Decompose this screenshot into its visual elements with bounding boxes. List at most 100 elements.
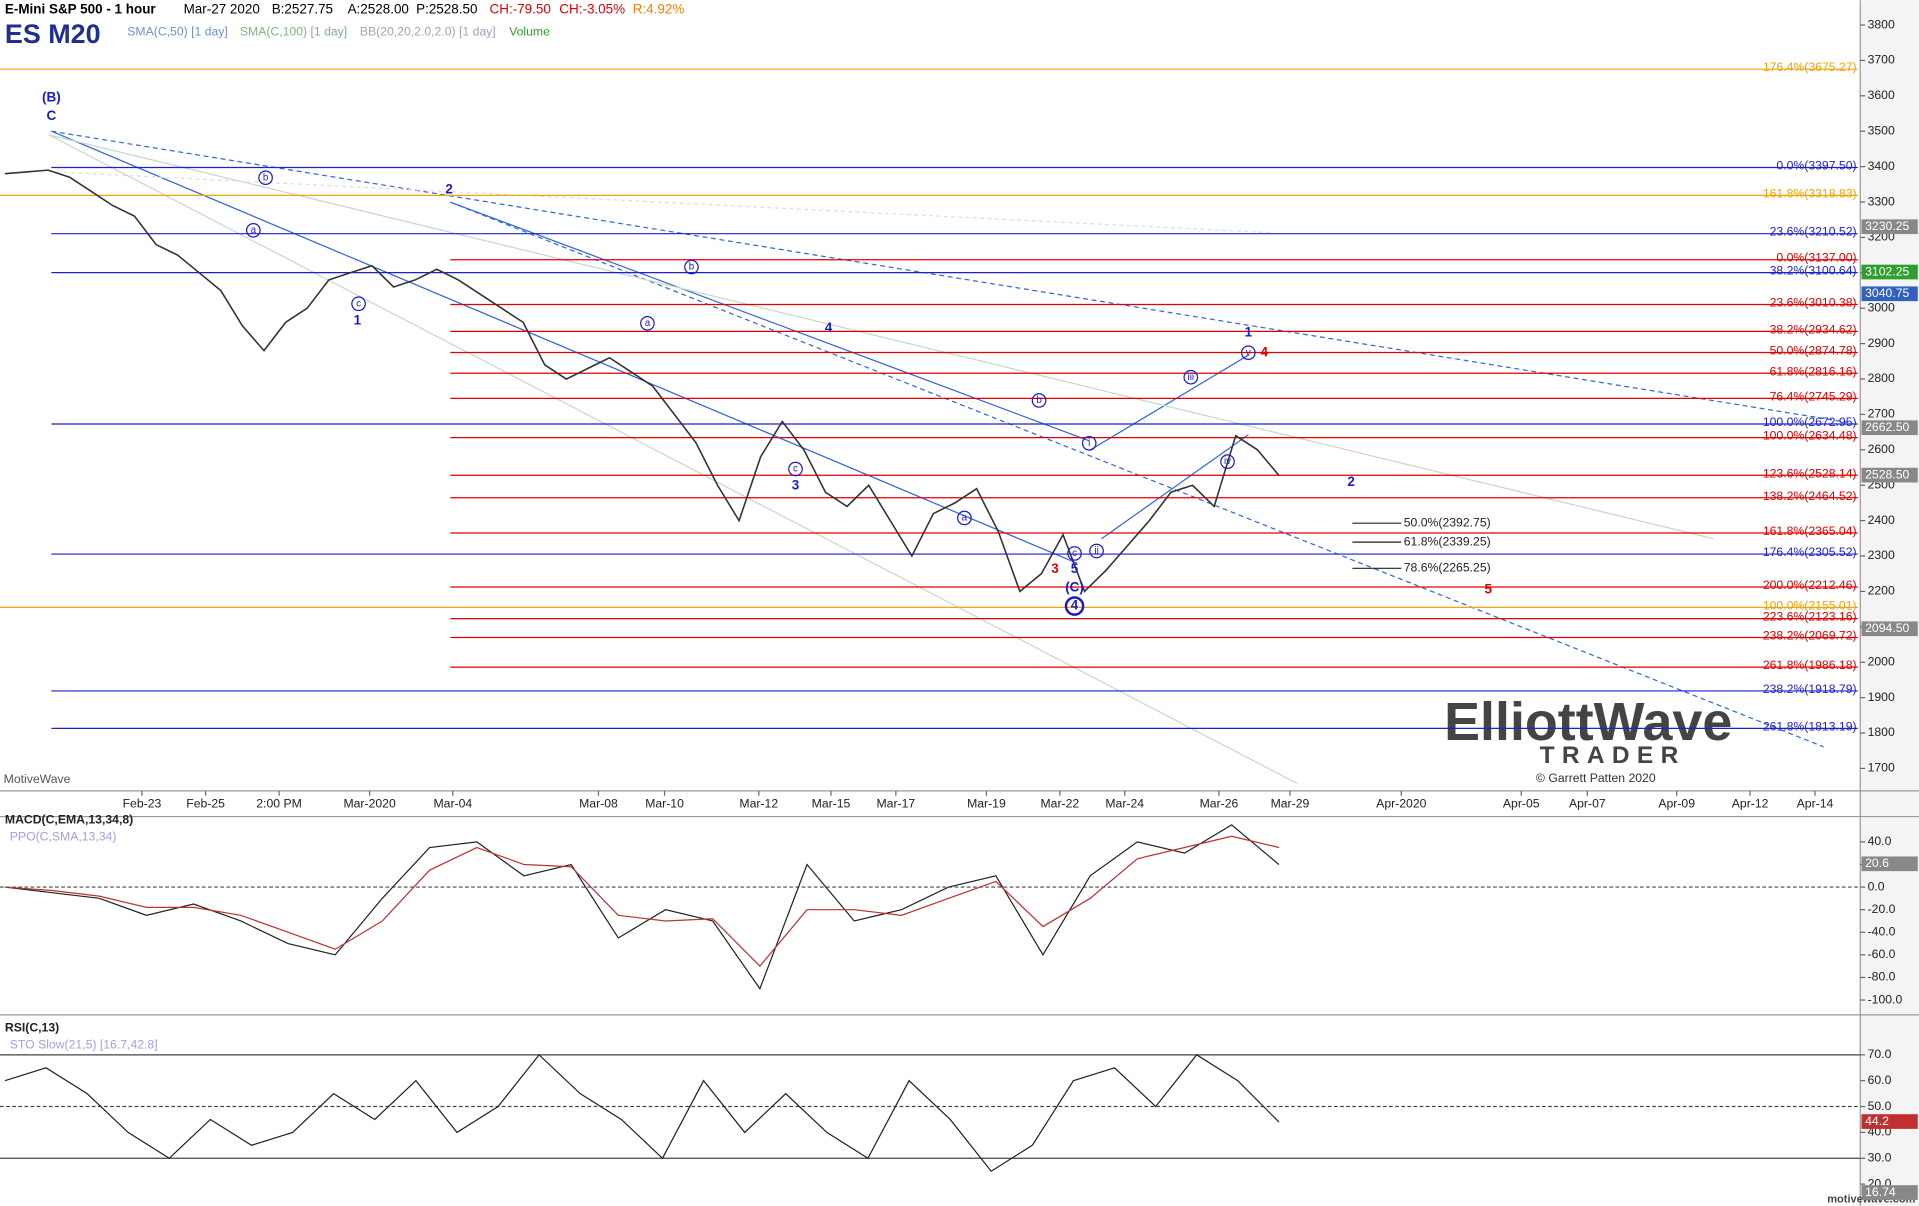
change: CH:-79.50 bbox=[490, 2, 551, 17]
price-tag bbox=[1861, 286, 1918, 302]
fib-label: 38.2%(3100.64) bbox=[1770, 264, 1857, 278]
y-tick-label: 3600 bbox=[1868, 88, 1895, 102]
projection-label: 61.8%(2339.25) bbox=[1404, 534, 1491, 548]
header: E-Mini S&P 500 - 1 hour Mar-27 2020 B:25… bbox=[5, 2, 684, 49]
fib-label: 123.6%(2528.14) bbox=[1763, 466, 1857, 480]
wave-circle bbox=[1089, 543, 1104, 559]
fib-label: 76.4%(2745.29) bbox=[1770, 389, 1857, 403]
wave-circle bbox=[351, 296, 366, 312]
trendlines bbox=[48, 130, 1849, 785]
y-tick-label: 2400 bbox=[1868, 513, 1895, 527]
x-tick-label: Mar-12 bbox=[739, 797, 778, 811]
wave-circle bbox=[1031, 393, 1047, 408]
series-line bbox=[4, 824, 1280, 991]
x-tick-label: Apr-07 bbox=[1569, 797, 1606, 811]
fib-label: 238.2%(2069.72) bbox=[1763, 629, 1857, 643]
price-tag bbox=[1861, 264, 1918, 280]
wave-circle bbox=[957, 510, 972, 526]
y-tick-label: 3400 bbox=[1868, 159, 1895, 173]
last: P:2528.50 bbox=[416, 2, 477, 17]
wave-label: 4 bbox=[825, 320, 833, 335]
y-tick-label: 2000 bbox=[1868, 654, 1895, 668]
fib-label: 38.2%(2934.62) bbox=[1770, 322, 1857, 336]
change-pct: CH:-3.05% bbox=[559, 2, 625, 17]
bid: B:2527.75 bbox=[272, 2, 333, 17]
panel-title: RSI(C,13) bbox=[5, 1021, 59, 1035]
y-tick-label: 3500 bbox=[1868, 123, 1895, 137]
y-tick-label: 1800 bbox=[1868, 725, 1895, 739]
sma50: SMA(C,50) [1 day] bbox=[127, 24, 228, 38]
logo: ElliottWave TRADER © Garrett Patten 2020 bbox=[1444, 692, 1732, 785]
price-tag-label: 2528.50 bbox=[1865, 467, 1909, 481]
volume-label: Volume bbox=[509, 24, 550, 38]
price-tag-label: 20.6 bbox=[1865, 856, 1889, 870]
price-tag-label: 2662.50 bbox=[1865, 420, 1909, 434]
y-tick-label: 3700 bbox=[1868, 53, 1895, 67]
x-tick-label: Mar-26 bbox=[1200, 797, 1239, 811]
x-tick-label: Mar-15 bbox=[812, 797, 851, 811]
y-tick-label: 30.0 bbox=[1868, 1150, 1892, 1164]
wave-label: 3 bbox=[792, 478, 799, 493]
range: R:4.92% bbox=[633, 2, 685, 17]
wave-circle bbox=[1067, 546, 1082, 561]
price-tag bbox=[1861, 621, 1918, 637]
y-tick-label: 1700 bbox=[1868, 761, 1895, 775]
wave-label: c bbox=[1072, 548, 1077, 559]
fib-label: 100.0%(2634.48) bbox=[1763, 429, 1857, 443]
wave-circle bbox=[245, 222, 261, 238]
wave-circle bbox=[1081, 435, 1097, 451]
y-tick-label: 3300 bbox=[1868, 194, 1895, 208]
wave-circle bbox=[640, 316, 655, 331]
fib-label: 138.2%(2464.52) bbox=[1763, 489, 1857, 503]
instrument-title: E-Mini S&P 500 - 1 hour bbox=[5, 2, 157, 17]
wave-circle bbox=[684, 259, 699, 275]
y-tick-label: -40.0 bbox=[1868, 924, 1896, 938]
y-tick-label: 70.0 bbox=[1868, 1047, 1892, 1061]
wave-label: 5 bbox=[1071, 561, 1079, 576]
fib-label: 176.4%(3675.27) bbox=[1763, 60, 1857, 74]
wave-label: 2 bbox=[1347, 474, 1354, 489]
series-line bbox=[4, 835, 1280, 968]
fib-label: 23.6%(3010.38) bbox=[1770, 296, 1857, 310]
y-tick-label: -60.0 bbox=[1868, 947, 1896, 961]
fib-label: 261.8%(1986.18) bbox=[1763, 658, 1857, 672]
series-line bbox=[4, 1053, 1280, 1173]
fib-label: 176.4%(2305.52) bbox=[1763, 545, 1857, 559]
quote-date: Mar-27 2020 bbox=[184, 2, 260, 17]
price-tag-label: 3040.75 bbox=[1865, 286, 1909, 300]
y-tick-label: 2300 bbox=[1868, 548, 1895, 562]
price-tag-label: 44.2 bbox=[1865, 1114, 1889, 1128]
x-tick-label: Mar-10 bbox=[645, 797, 684, 811]
wave-circle bbox=[1064, 596, 1085, 616]
wave-circle bbox=[1220, 454, 1235, 469]
wave-label: c bbox=[356, 298, 361, 309]
wave-label: 5 bbox=[1484, 582, 1492, 597]
series-line bbox=[4, 169, 1280, 593]
sma100: SMA(C,100) [1 day] bbox=[240, 24, 347, 38]
x-tick-label: Apr-05 bbox=[1503, 797, 1540, 811]
x-tick-label: Mar-2020 bbox=[343, 797, 395, 811]
x-tick-label: Feb-25 bbox=[186, 797, 225, 811]
x-tick-label: Mar-22 bbox=[1041, 797, 1080, 811]
symbol: ES M20 bbox=[5, 19, 101, 49]
price-tag-label: 3102.25 bbox=[1865, 264, 1909, 278]
y-tick-label: 3000 bbox=[1868, 300, 1895, 314]
x-tick-label: Apr-14 bbox=[1797, 797, 1834, 811]
wave-label: a bbox=[251, 225, 257, 236]
y-tick-label: -80.0 bbox=[1868, 970, 1896, 984]
fib-label: 100.0%(2672.95) bbox=[1763, 415, 1857, 429]
wave-circle bbox=[258, 170, 273, 186]
wave-label: 4 bbox=[1071, 598, 1079, 613]
logo-credit: © Garrett Patten 2020 bbox=[1536, 771, 1656, 785]
ask: A:2528.00 bbox=[348, 2, 409, 17]
y-tick-label: 1900 bbox=[1868, 690, 1895, 704]
y-tick-label: 2800 bbox=[1868, 371, 1895, 385]
x-tick-label: Apr-09 bbox=[1658, 797, 1695, 811]
price-tag bbox=[1861, 856, 1918, 872]
wave-circle bbox=[1183, 369, 1199, 385]
wave-label: 1 bbox=[1245, 325, 1253, 340]
fib-label: 161.8%(3318.83) bbox=[1763, 186, 1857, 200]
fib-label: 61.8%(2816.16) bbox=[1770, 364, 1857, 378]
y-tick-label: -100.0 bbox=[1868, 992, 1903, 1006]
price-tag bbox=[1861, 420, 1918, 436]
